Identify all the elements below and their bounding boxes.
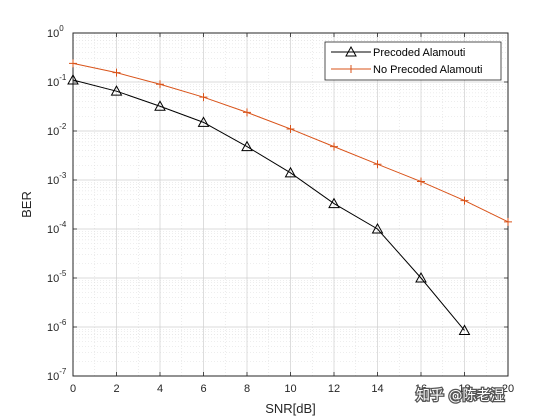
legend-label-precoded: Precoded Alamouti [373,47,465,59]
x-tick-label: 10 [284,383,296,395]
x-tick-label: 4 [157,383,163,395]
data-point-triangle [67,73,79,85]
legend-label-no-precoded: No Precoded Alamouti [373,64,482,76]
data-point-plus [286,124,295,133]
legend-triangle-marker [345,45,357,57]
legend-entry-no-precoded: No Precoded Alamouti [331,64,482,76]
x-tick-label: 14 [371,383,383,395]
y-tick-label: 10-7 [47,367,67,383]
legend-entry-precoded: Precoded Alamouti [331,45,465,59]
x-tick-label: 6 [200,383,206,395]
series-no-precoded-alamouti [69,59,512,226]
data-point-plus [156,80,164,89]
legend-box [324,41,502,81]
data-point-triangle [371,222,384,234]
y-tick-label: 10-5 [47,269,67,285]
x-tick-label: 0 [70,383,76,395]
data-point-plus [243,108,251,117]
data-point-triangle [241,140,253,152]
grid [72,32,509,377]
data-point-triangle [328,197,340,209]
y-tick-label: 10-2 [47,122,67,138]
data-point-triangle [154,100,166,111]
data-point-plus [112,68,121,77]
y-tick-label: 100 [47,24,64,40]
data-point-plus [373,160,382,169]
legend-plus-marker [347,65,355,73]
x-tick-label: 8 [244,383,250,395]
y-tick-label: 10-6 [47,318,67,334]
series-layer [67,59,512,335]
data-point-triangle [197,116,210,127]
y-axis-label: BER [19,191,34,218]
x-tick-label: 20 [502,383,514,395]
data-point-plus [504,217,512,226]
data-point-plus [330,142,338,151]
y-tick-label: 10-1 [47,73,67,89]
series-line [72,79,465,331]
series-precoded-alamouti [67,73,471,335]
watermark-text: 知乎 @陈老湿 [416,387,504,404]
data-point-triangle [110,85,123,96]
y-tick-label: 10-4 [47,220,67,236]
data-point-triangle [284,166,297,178]
data-point-triangle [415,271,427,283]
data-point-plus [460,196,469,205]
x-axis-label: SNR[dB] [265,401,316,416]
watermark: 知乎 @陈老湿 [415,386,506,406]
data-point-plus [417,177,425,186]
y-tick-label: 10-3 [47,171,67,187]
x-tick-label: 18 [458,383,470,395]
x-tick-label: 2 [113,383,119,395]
legend: Precoded Alamouti No Precoded Alamouti [324,41,502,81]
data-point-plus [69,59,77,68]
data-point-triangle [458,324,471,335]
x-tick-label: 16 [415,383,427,395]
x-tick-label: 12 [328,383,340,395]
data-point-plus [199,93,208,102]
